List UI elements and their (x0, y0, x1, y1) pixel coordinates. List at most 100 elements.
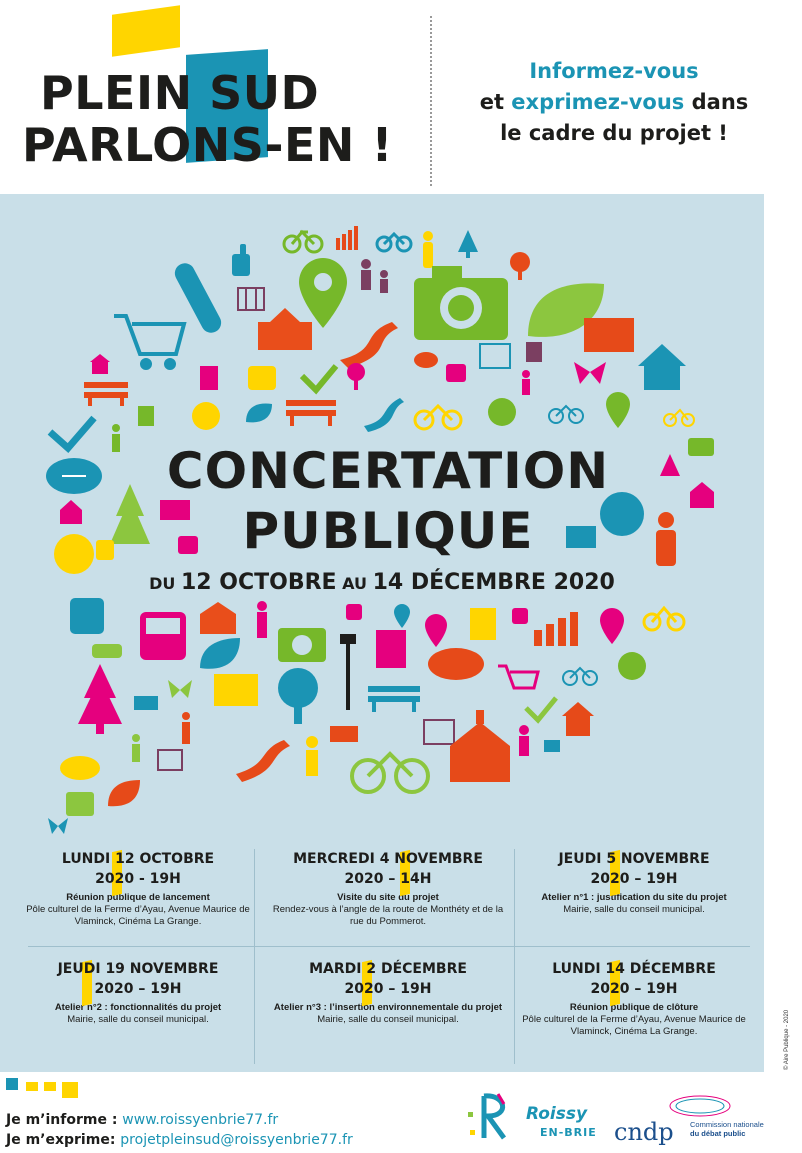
football-icon (414, 352, 438, 368)
football-icon (60, 756, 100, 780)
dates-au: AU (336, 574, 373, 593)
chat-bubble-icon (544, 740, 560, 752)
butterfly-icon (48, 818, 68, 834)
camera-icon (414, 266, 508, 340)
headline-line-2: PUBLIQUE (242, 502, 534, 560)
bicycle-icon (282, 229, 324, 254)
footer-square (26, 1082, 38, 1091)
footer-square (6, 1078, 18, 1090)
dates-du: DU (149, 574, 181, 593)
dates-to: 14 DÉCEMBRE 2020 (372, 570, 615, 595)
event-name: LUNDI 14 DÉCEMBRE (552, 961, 716, 977)
event-place: Pôle culturel de la Ferme d’Ayau, Avenue… (522, 1014, 746, 1037)
person-icon (182, 712, 190, 744)
event-card: MERCREDI 4 NOVEMBRE 2020 – 14H Visite du… (268, 849, 508, 928)
document-icon (566, 526, 596, 548)
church-icon (60, 500, 82, 524)
house-icon (562, 702, 594, 736)
skateboard-icon (174, 263, 222, 333)
headline-line-1: CONCERTATION (166, 442, 610, 500)
event-name: MARDI 2 DÉCEMBRE (309, 961, 467, 977)
location-pin-icon (606, 392, 630, 428)
cndp-logo-subtext: Commission nationale du débat public (690, 1120, 764, 1138)
lamppost-icon (340, 634, 356, 710)
header-divider (430, 16, 432, 186)
thumbs-up-icon (178, 536, 198, 554)
recycle-icon (192, 402, 220, 430)
leaf-icon (108, 780, 140, 807)
event-place: Rendez-vous à l’angle de la route de Mon… (272, 904, 504, 927)
shopping-cart-icon (114, 314, 187, 370)
location-pin-icon (299, 258, 347, 328)
chart-icon (336, 226, 358, 250)
event-kind: Réunion publique de lancement (66, 892, 210, 903)
leaf-icon (246, 403, 272, 423)
document-icon (138, 406, 154, 426)
column-divider (254, 849, 255, 1064)
website-link[interactable]: www.roissyenbrie77.fr (122, 1112, 279, 1128)
recycle-icon (618, 652, 646, 680)
document-icon (526, 342, 542, 362)
header-yellow-shape (112, 5, 180, 57)
event-kind: Atelier n°1 : justification du site du p… (541, 892, 727, 903)
chat-bubble-icon (214, 674, 258, 706)
bicycle-icon (642, 605, 686, 632)
copyright-credit: © Aire Publique - 2020 (784, 1009, 790, 1070)
event-card: JEUDI 19 NOVEMBRE 2020 – 19H Atelier n°2… (18, 959, 258, 1026)
event-time: 2020 – 19H (590, 871, 678, 887)
title-line-2: PARLONS-EN ! (22, 118, 393, 172)
shopping-cart-icon (498, 664, 540, 690)
tagline-line-1: Informez-vous (529, 59, 699, 83)
event-card: MARDI 2 DÉCEMBRE 2020 – 19H Atelier n°3 … (268, 959, 508, 1026)
location-pin-icon (425, 614, 447, 647)
chat-bubble-icon (584, 318, 634, 352)
event-place: Mairie, salle du conseil municipal. (563, 904, 705, 915)
factory-icon (470, 608, 496, 640)
event-kind: Réunion publique de clôture (569, 1002, 699, 1013)
football-icon (46, 458, 102, 494)
event-name: JEUDI 19 NOVEMBRE (57, 961, 219, 977)
map-icon (479, 343, 511, 369)
cndp-swirl-icon (669, 1095, 731, 1117)
school-icon (200, 602, 236, 634)
column-divider (514, 849, 515, 1064)
dates-from: 12 OCTOBRE (180, 570, 337, 595)
row-divider (28, 946, 750, 947)
tagline-line-3: le cadre du projet ! (500, 121, 728, 145)
event-time: 2020 - 19H (95, 871, 181, 887)
icon-cloud (46, 226, 714, 834)
chat-bubble-icon (330, 726, 358, 742)
map-icon (237, 287, 265, 311)
tagline: Informez-vous et exprimez-vous dans le c… (446, 56, 782, 149)
leaf-icon (200, 638, 240, 669)
email-link[interactable]: projetpleinsud@roissyenbrie77.fr (120, 1132, 353, 1148)
event-name: MERCREDI 4 NOVEMBRE (293, 851, 483, 867)
thumbs-up-icon (232, 244, 250, 276)
event-card: JEUDI 5 NOVEMBRE 2020 – 19H Atelier n°1 … (514, 849, 754, 916)
person-icon (361, 259, 388, 293)
location-pin-icon (600, 608, 624, 644)
person-icon (132, 734, 140, 762)
river-icon (236, 740, 290, 782)
event-place: Mairie, salle du conseil municipal. (67, 1014, 209, 1025)
house-icon (90, 354, 110, 374)
checkmark-icon (47, 415, 97, 453)
tagline-line-2-a: et (479, 90, 512, 114)
tree-icon (660, 454, 680, 476)
thumbs-up-icon (96, 540, 114, 560)
location-pin-icon (394, 604, 410, 628)
bus-icon (140, 612, 186, 660)
bus-icon (512, 608, 528, 624)
river-icon (364, 398, 404, 432)
camera-icon (688, 438, 714, 456)
event-kind: Atelier n°2 : fonctionnalités du projet (54, 1002, 222, 1013)
house-icon (638, 344, 686, 390)
tree-icon (278, 668, 318, 724)
church-icon (134, 696, 158, 710)
campaign-dates: DU 12 OCTOBRE AU 14 DÉCEMBRE 2020 (0, 570, 764, 595)
document-icon (200, 366, 218, 390)
river-icon (340, 322, 398, 368)
tagline-line-2-c: dans (684, 90, 749, 114)
main-panel: CONCERTATION PUBLIQUE DU 12 OCTOBRE AU 1… (0, 194, 764, 1072)
bicycle-icon (375, 231, 413, 253)
